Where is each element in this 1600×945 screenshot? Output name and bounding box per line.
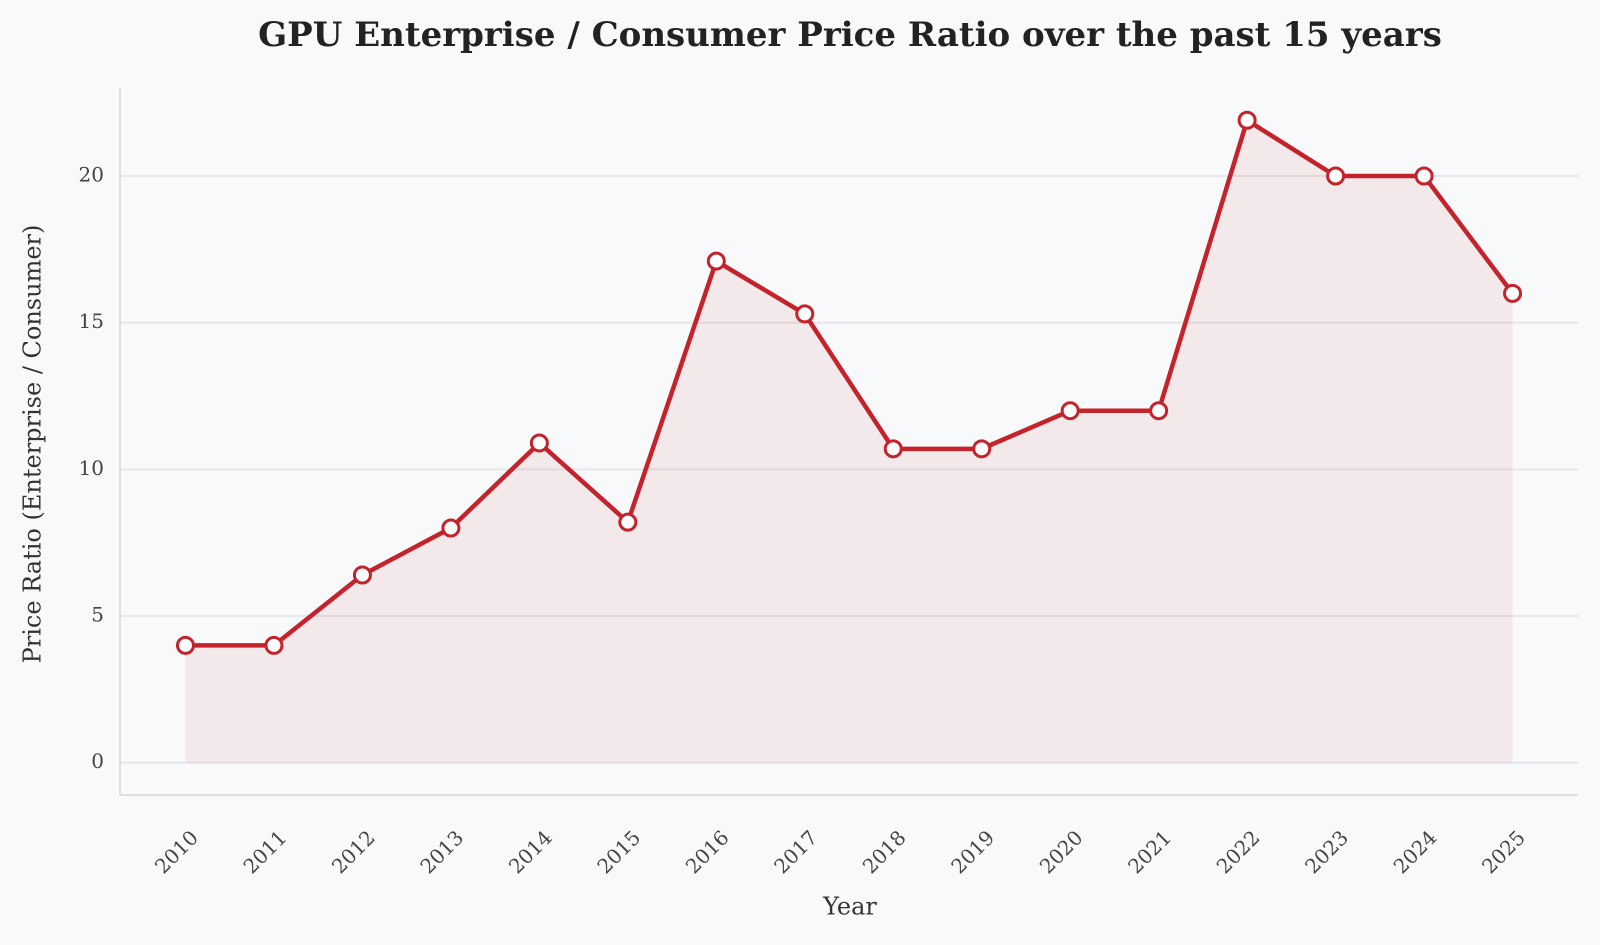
marker	[264, 635, 284, 655]
y-tick-label: 10	[79, 456, 104, 480]
marker	[972, 439, 992, 459]
marker	[352, 565, 372, 585]
marker	[706, 251, 726, 271]
x-axis-label: Year	[822, 893, 877, 921]
marker	[175, 635, 195, 655]
marker	[441, 518, 461, 538]
marker	[1237, 110, 1257, 130]
y-tick-label: 20	[79, 163, 104, 187]
marker	[1060, 401, 1080, 421]
marker	[1326, 166, 1346, 186]
marker	[1149, 401, 1169, 421]
chart-title: GPU Enterprise / Consumer Price Ratio ov…	[258, 15, 1442, 55]
line	[185, 118, 1515, 648]
marker	[529, 433, 549, 453]
marker	[883, 439, 903, 459]
area	[185, 120, 1513, 763]
marker	[1503, 283, 1523, 303]
plot	[175, 110, 1523, 763]
y-tick-label: 15	[79, 309, 104, 333]
y-tick-label: 5	[91, 603, 104, 627]
marker	[618, 512, 638, 532]
marker	[795, 304, 815, 324]
y-axis-label: Price Ratio (Enterprise / Consumer)	[19, 225, 47, 664]
marker	[1414, 166, 1434, 186]
y-tick-label: 0	[91, 749, 104, 773]
grid	[120, 175, 1578, 764]
